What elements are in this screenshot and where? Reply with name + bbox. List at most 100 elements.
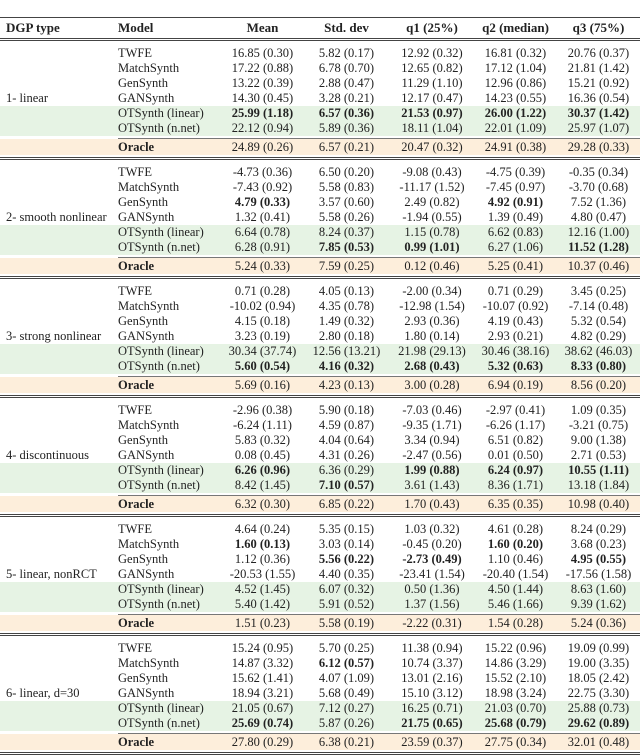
table-row: 5- linear, nonRCT GANSynth -20.53 (1.55) 4.… — [0, 567, 640, 582]
q1-cell: -2.47 (0.56) — [402, 448, 462, 462]
oracle-row: Oracle 1.51 (0.23) 5.58 (0.19) -2.22 (0.31)… — [0, 615, 640, 631]
mean-cell: 6.28 (0.91) — [234, 240, 291, 254]
mean-cell: 1.60 (0.13) — [234, 537, 291, 551]
rule-spacer — [0, 733, 118, 734]
q1-cell: 15.10 (3.12) — [401, 686, 463, 700]
std-dev-cell: 6.57 (0.21) — [318, 140, 375, 154]
q3-cell: 13.18 (1.84) — [567, 478, 630, 492]
q2-median-cell: 14.86 (3.29) — [484, 656, 547, 670]
q2-median-cell: 1.39 (0.49) — [487, 210, 544, 224]
mean-cell: 25.69 (0.74) — [231, 716, 294, 730]
model-cell: MatchSynth — [118, 180, 180, 194]
dgp-group: TWFE -2.96 (0.38) 5.90 (0.18) -7.03 (0.46) -… — [0, 398, 640, 517]
table-row: MatchSynth 1.60 (0.13) 3.03 (0.14) -0.45 (0… — [0, 537, 640, 552]
mean-cell: 0.08 (0.45) — [234, 448, 291, 462]
header-dgp-type: DGP type — [6, 20, 60, 35]
q1-cell: 1.37 (1.56) — [404, 597, 460, 611]
q1-cell: 23.59 (0.37) — [401, 735, 463, 749]
std-dev-cell: 5.90 (0.18) — [318, 403, 375, 417]
model-cell: GANSynth — [118, 448, 175, 462]
q1-cell: 0.50 (1.36) — [404, 582, 460, 596]
q3-cell: 19.09 (0.99) — [567, 641, 630, 655]
std-dev-cell: 4.05 (0.13) — [318, 284, 375, 298]
q2-median-cell: 12.96 (0.86) — [484, 76, 547, 90]
q3-cell: 10.98 (0.40) — [567, 497, 630, 511]
q3-cell: 10.37 (0.46) — [567, 259, 630, 273]
table-row: OTSynth (n.net) 25.69 (0.74) 5.87 (0.26) 21… — [0, 716, 640, 731]
model-cell: GenSynth — [118, 76, 168, 90]
header-q2-median: q2 (median) — [482, 20, 549, 35]
dgp-group: TWFE 15.24 (0.95) 5.70 (0.25) 11.38 (0.94) 1… — [0, 636, 640, 755]
q1-cell: 11.38 (0.94) — [401, 641, 463, 655]
oracle-row: Oracle 24.89 (0.26) 6.57 (0.21) 20.47 (0.32… — [0, 139, 640, 155]
q1-cell: -9.35 (1.71) — [402, 418, 462, 432]
table-row: 1- linear GANSynth 14.30 (0.45) 3.28 (0.21)… — [0, 91, 640, 106]
q1-cell: -2.22 (0.31) — [402, 616, 462, 630]
q3-cell: 3.68 (0.23) — [570, 537, 627, 551]
mean-cell: 5.40 (1.42) — [234, 597, 291, 611]
q3-cell: 4.95 (0.55) — [570, 552, 627, 566]
rule-line — [118, 614, 640, 615]
q1-cell: 2.68 (0.43) — [404, 359, 460, 373]
std-dev-cell: 5.70 (0.25) — [318, 641, 375, 655]
table-row: MatchSynth -7.43 (0.92) 5.58 (0.83) -11.17 … — [0, 180, 640, 195]
q1-cell: -2.73 (0.49) — [402, 552, 462, 566]
table-row: TWFE 0.71 (0.28) 4.05 (0.13) -2.00 (0.34) 0.… — [0, 284, 640, 299]
q2-median-cell: 0.01 (0.50) — [487, 448, 544, 462]
oracle-rule — [0, 257, 640, 258]
q2-median-cell: 18.98 (3.24) — [484, 686, 547, 700]
rule-line — [118, 733, 640, 734]
mean-cell: 21.05 (0.67) — [231, 701, 294, 715]
q3-cell: 4.80 (0.47) — [570, 210, 627, 224]
std-dev-cell: 3.03 (0.14) — [318, 537, 375, 551]
q3-cell: 15.21 (0.92) — [567, 76, 630, 90]
q2-median-cell: 1.10 (0.46) — [487, 552, 544, 566]
model-cell: MatchSynth — [118, 656, 180, 670]
q3-cell: 5.32 (0.54) — [570, 314, 627, 328]
std-dev-cell: 12.56 (13.21) — [312, 344, 381, 358]
std-dev-cell: 6.85 (0.22) — [318, 497, 375, 511]
q3-cell: 1.09 (0.35) — [570, 403, 627, 417]
q3-cell: 29.62 (0.89) — [567, 716, 630, 730]
header-double-rule — [0, 38, 640, 41]
oracle-row: Oracle 5.69 (0.16) 4.23 (0.13) 3.00 (0.28) 6… — [0, 377, 640, 393]
group-double-rule — [0, 514, 640, 517]
q1-cell: -2.00 (0.34) — [402, 284, 462, 298]
std-dev-cell: 4.59 (0.87) — [318, 418, 375, 432]
q2-median-cell: 1.54 (0.28) — [487, 616, 544, 630]
rule-spacer — [0, 376, 118, 377]
std-dev-cell: 6.57 (0.36) — [318, 106, 375, 120]
q2-median-cell: -2.97 (0.41) — [485, 403, 546, 417]
q2-median-cell: -7.45 (0.97) — [485, 180, 546, 194]
oracle-row: Oracle 6.32 (0.30) 6.85 (0.22) 1.70 (0.43) 6… — [0, 496, 640, 512]
q2-median-cell: 27.75 (0.34) — [484, 735, 547, 749]
std-dev-cell: 5.89 (0.36) — [318, 121, 375, 135]
rule-line — [118, 257, 640, 258]
std-dev-cell: 7.12 (0.27) — [318, 701, 375, 715]
q1-cell: 1.15 (0.78) — [404, 225, 460, 239]
q2-median-cell: 1.60 (0.20) — [487, 537, 544, 551]
q1-cell: 3.00 (0.28) — [404, 378, 460, 392]
q2-median-cell: 0.71 (0.29) — [487, 284, 544, 298]
table-row: OTSynth (linear) 6.26 (0.96) 6.36 (0.29) 1.… — [0, 463, 640, 478]
q1-cell: 1.03 (0.32) — [404, 522, 460, 536]
q2-median-cell: 6.94 (0.19) — [487, 378, 544, 392]
dgp-type-cell: 2- smooth nonlinear — [6, 210, 107, 224]
table-row: TWFE 15.24 (0.95) 5.70 (0.25) 11.38 (0.94) 1… — [0, 641, 640, 656]
header-mean: Mean — [246, 20, 279, 35]
q2-median-cell: 6.35 (0.35) — [487, 497, 544, 511]
table-row: 4- discontinuous GANSynth 0.08 (0.45) 4.31 … — [0, 448, 640, 463]
model-cell: GANSynth — [118, 686, 175, 700]
model-cell: OTSynth (n.net) — [118, 121, 200, 135]
q2-median-cell: 6.62 (0.83) — [487, 225, 544, 239]
mean-cell: 6.26 (0.96) — [234, 463, 291, 477]
oracle-row: Oracle 5.24 (0.33) 7.59 (0.25) 0.12 (0.46) 5… — [0, 258, 640, 274]
q3-cell: 4.82 (0.29) — [570, 329, 627, 343]
table-row: GenSynth 4.79 (0.33) 3.57 (0.60) 2.49 (0.82… — [0, 195, 640, 210]
q1-cell: -1.94 (0.55) — [402, 210, 462, 224]
std-dev-cell: 7.10 (0.57) — [318, 478, 375, 492]
mean-cell: 18.94 (3.21) — [231, 686, 294, 700]
q3-cell: 5.24 (0.36) — [570, 616, 627, 630]
q3-cell: 10.55 (1.11) — [568, 463, 629, 477]
table-row: TWFE -4.73 (0.36) 6.50 (0.20) -9.08 (0.43) -… — [0, 165, 640, 180]
